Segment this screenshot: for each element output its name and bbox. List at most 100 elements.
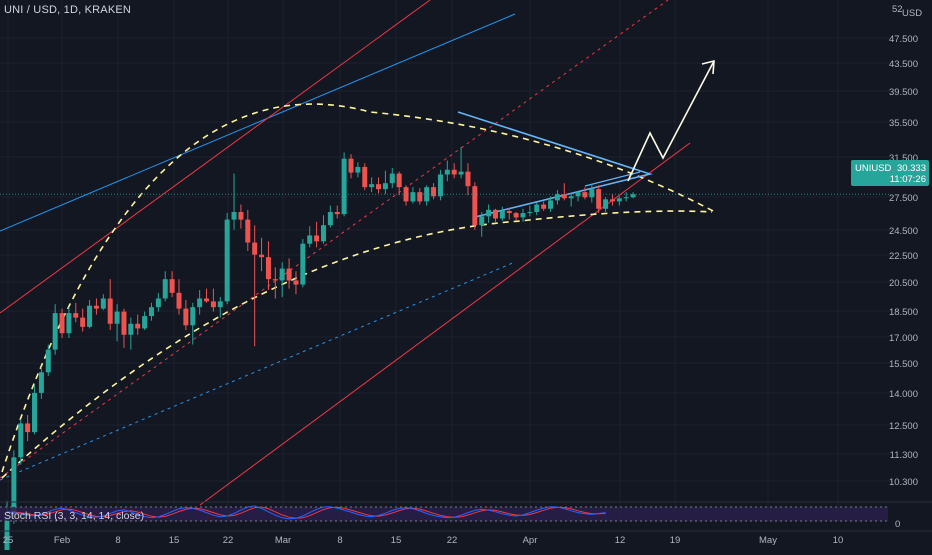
candle-up[interactable] <box>142 311 148 331</box>
triangle-pattern[interactable] <box>457 111 653 218</box>
candle-up[interactable] <box>341 152 347 217</box>
symbol-header[interactable]: UNI / USD, 1D, KRAKEN <box>4 4 132 16</box>
candle-down[interactable] <box>93 298 99 315</box>
candle-down[interactable] <box>472 182 478 230</box>
blue-lower-dashed-line[interactable] <box>0 261 516 481</box>
candle-down[interactable] <box>609 194 615 206</box>
candle-up[interactable] <box>87 299 93 329</box>
candle-up[interactable] <box>320 215 326 244</box>
candle-down[interactable] <box>265 241 271 291</box>
stoch-rsi-label[interactable]: Stoch RSI (3, 3, 14, 14, close) <box>4 510 145 522</box>
candle-down[interactable] <box>121 308 127 348</box>
candle-down[interactable] <box>135 314 141 335</box>
candle-down[interactable] <box>506 207 512 220</box>
candle-down[interactable] <box>314 221 320 248</box>
candle-up[interactable] <box>410 187 416 204</box>
candle-down[interactable] <box>541 201 547 211</box>
candle-down[interactable] <box>334 205 340 219</box>
candle-up[interactable] <box>162 271 168 302</box>
candle-down[interactable] <box>210 288 216 312</box>
projection-arrowhead[interactable] <box>701 59 715 75</box>
candle-up[interactable] <box>52 304 58 355</box>
candle-down[interactable] <box>80 308 86 332</box>
candle-down[interactable] <box>107 279 113 331</box>
red-channel-upper[interactable] <box>0 0 431 314</box>
candle-up[interactable] <box>128 317 134 350</box>
candle-down[interactable] <box>169 271 175 298</box>
candle-down[interactable] <box>596 185 602 214</box>
candle-down[interactable] <box>272 267 278 299</box>
candle-up[interactable] <box>444 160 450 182</box>
projection-path[interactable] <box>627 60 715 182</box>
candle-down[interactable] <box>238 204 244 229</box>
candle-up[interactable] <box>369 177 375 193</box>
candle-up[interactable] <box>589 184 595 203</box>
candle-up[interactable] <box>527 205 533 217</box>
candle-down[interactable] <box>259 237 265 272</box>
candle-down[interactable] <box>204 288 210 303</box>
candle-down[interactable] <box>582 187 588 200</box>
candle-down[interactable] <box>73 302 79 323</box>
candle-up[interactable] <box>224 213 230 305</box>
candle-up[interactable] <box>38 366 44 399</box>
candle-up[interactable] <box>155 292 161 312</box>
candle-up[interactable] <box>389 167 395 189</box>
candle-down[interactable] <box>561 183 567 201</box>
candle-up[interactable] <box>307 226 313 248</box>
candle-down[interactable] <box>376 177 382 194</box>
candle-up[interactable] <box>327 205 333 228</box>
candle-up[interactable] <box>148 302 154 321</box>
candle-up[interactable] <box>197 290 203 315</box>
candle-up[interactable] <box>458 147 464 179</box>
candle-up[interactable] <box>499 206 505 221</box>
yellow-arc-lower[interactable] <box>1 210 713 479</box>
candle-down[interactable] <box>252 225 258 347</box>
candle-up[interactable] <box>623 192 629 202</box>
candle-down[interactable] <box>176 279 182 315</box>
candle-up[interactable] <box>114 304 120 342</box>
candle-up[interactable] <box>534 202 540 216</box>
candle-down[interactable] <box>451 163 457 179</box>
candle-down[interactable] <box>286 258 292 289</box>
candle-down[interactable] <box>362 163 368 191</box>
candle-down[interactable] <box>25 414 31 442</box>
stoch-rsi-pane[interactable]: 0 <box>0 501 932 530</box>
candle-up[interactable] <box>217 297 223 318</box>
candle-down[interactable] <box>396 171 402 196</box>
candle-up[interactable] <box>520 208 526 222</box>
candle-up[interactable] <box>66 307 72 339</box>
candle-down[interactable] <box>348 154 354 179</box>
candle-down[interactable] <box>403 185 409 206</box>
candle-up[interactable] <box>279 262 285 298</box>
candle-down[interactable] <box>513 211 519 221</box>
candle-down[interactable] <box>183 299 189 331</box>
candle-down[interactable] <box>293 271 299 295</box>
candle-up[interactable] <box>554 190 560 205</box>
blue-upper-trendline[interactable] <box>0 13 516 232</box>
candle-up[interactable] <box>355 162 361 178</box>
red-channel-lower[interactable] <box>199 142 691 506</box>
candle-down[interactable] <box>59 308 65 339</box>
candle-up[interactable] <box>603 197 609 212</box>
candle-up[interactable] <box>575 191 581 202</box>
candle-up[interactable] <box>300 238 306 288</box>
candle-down[interactable] <box>431 183 437 200</box>
candle-up[interactable] <box>100 294 106 311</box>
candle-up[interactable] <box>18 419 24 465</box>
candle-up[interactable] <box>45 344 51 376</box>
candle-up[interactable] <box>548 196 554 212</box>
candle-up[interactable] <box>231 173 237 230</box>
candle-down[interactable] <box>417 188 423 205</box>
candle-down[interactable] <box>465 163 471 196</box>
candle-up[interactable] <box>616 196 622 206</box>
candle-up[interactable] <box>190 302 196 345</box>
candle-up[interactable] <box>568 193 574 207</box>
candle-down[interactable] <box>245 209 251 251</box>
candle-up[interactable] <box>479 211 485 237</box>
candle-up[interactable] <box>32 385 38 435</box>
candle-up[interactable] <box>486 204 492 223</box>
candle-up[interactable] <box>382 170 388 195</box>
